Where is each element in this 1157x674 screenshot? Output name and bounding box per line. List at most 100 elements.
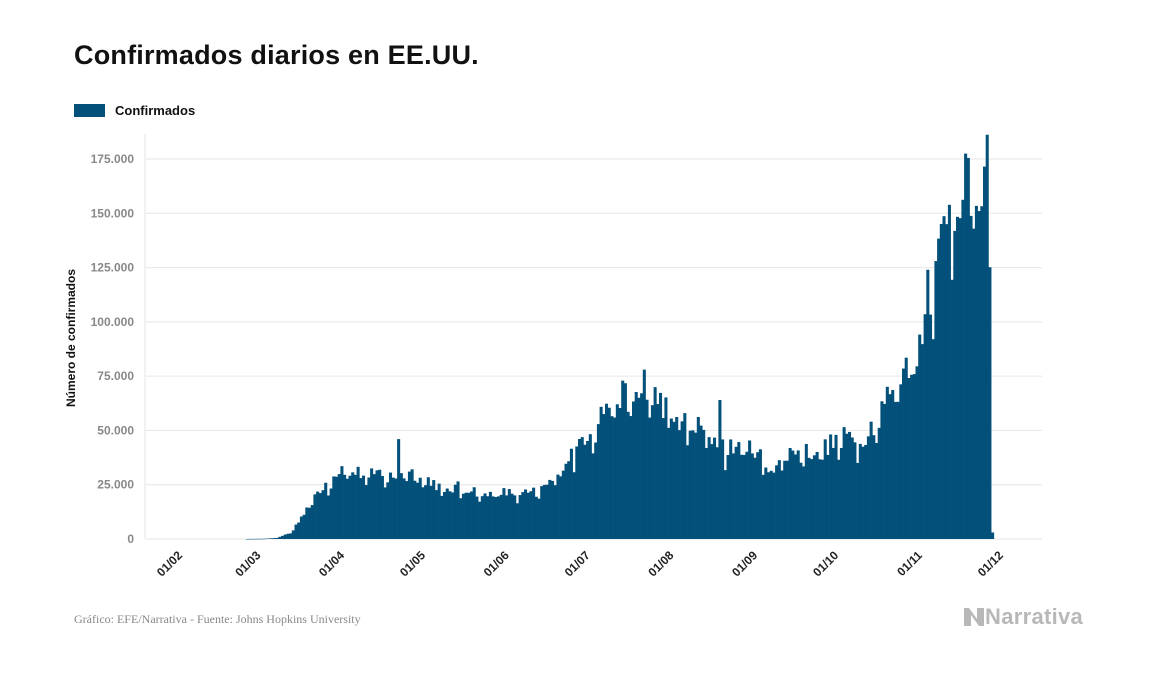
bar [893,401,897,539]
x-tick-label: 01/09 [729,548,760,579]
bar [397,439,401,539]
bar [540,486,544,539]
bar [434,490,438,539]
bar [858,443,862,539]
bar [637,397,641,539]
bar [448,491,452,539]
bar [966,157,970,539]
bar [853,442,857,539]
bar [704,447,708,539]
bar [515,503,519,539]
bar [686,445,690,539]
bar [278,536,282,539]
bar [794,454,798,539]
bar [823,439,827,539]
bar [421,487,425,539]
bar [618,407,622,539]
bar [335,476,339,539]
bar [640,393,644,539]
bar [502,488,506,539]
bar [291,530,295,539]
bar [316,491,320,539]
legend: Confirmados [74,103,195,118]
bar [896,401,900,539]
bar [664,397,668,539]
bar [964,153,968,539]
bar [866,436,870,539]
bar [953,230,957,539]
bar [783,460,787,539]
bar [356,466,360,539]
bar [472,487,476,539]
bar [254,538,258,540]
bar [461,493,465,539]
legend-swatch [74,104,105,117]
bar [556,474,560,539]
bar [869,421,873,539]
bar [767,472,771,539]
y-tick-label: 150.000 [91,206,135,220]
bar [524,489,528,539]
bar [599,406,603,539]
bar [661,418,665,539]
bar [645,399,649,539]
bar [974,205,978,539]
bar [383,487,387,539]
bar [856,462,860,539]
bar [513,495,517,539]
bar [985,134,989,540]
x-tick-label: 01/04 [316,548,347,579]
bar [702,429,706,539]
y-tick-label: 50.000 [97,423,134,437]
bar [478,501,482,539]
bar [850,437,854,539]
bar [561,470,565,539]
bar [802,466,806,539]
bar [956,216,960,539]
bar [272,538,276,539]
bar [310,505,314,539]
bar [259,538,263,540]
bar [345,478,349,539]
bar [305,507,309,539]
bar [923,314,927,539]
bar [675,417,679,539]
bar [926,269,930,539]
bars [245,134,995,540]
bar [845,433,849,539]
bar [880,401,884,539]
bar [308,507,312,539]
bar [318,493,322,539]
bar [667,427,671,539]
bar [578,439,582,539]
bar [934,261,938,539]
bar [456,481,460,539]
x-tick-label: 01/12 [975,548,1006,579]
bar [653,387,657,539]
bar [683,413,687,539]
bar [480,496,484,539]
bar [518,495,522,539]
bar [842,427,846,539]
bar [275,537,279,539]
bar [804,444,808,539]
bar [337,474,341,539]
x-tick-label: 01/07 [562,548,593,579]
bar [548,479,552,539]
bar [848,431,852,539]
bar [839,447,843,539]
bar [915,366,919,539]
bar [745,451,749,539]
bar [588,434,592,539]
bar [861,446,865,539]
bar [899,384,903,539]
bar [491,496,495,539]
bar [372,474,376,539]
bar [656,404,660,539]
bar [991,532,995,539]
bar [680,421,684,539]
bar [837,459,841,539]
bar [437,483,441,539]
narrativa-logo-icon [964,608,984,626]
